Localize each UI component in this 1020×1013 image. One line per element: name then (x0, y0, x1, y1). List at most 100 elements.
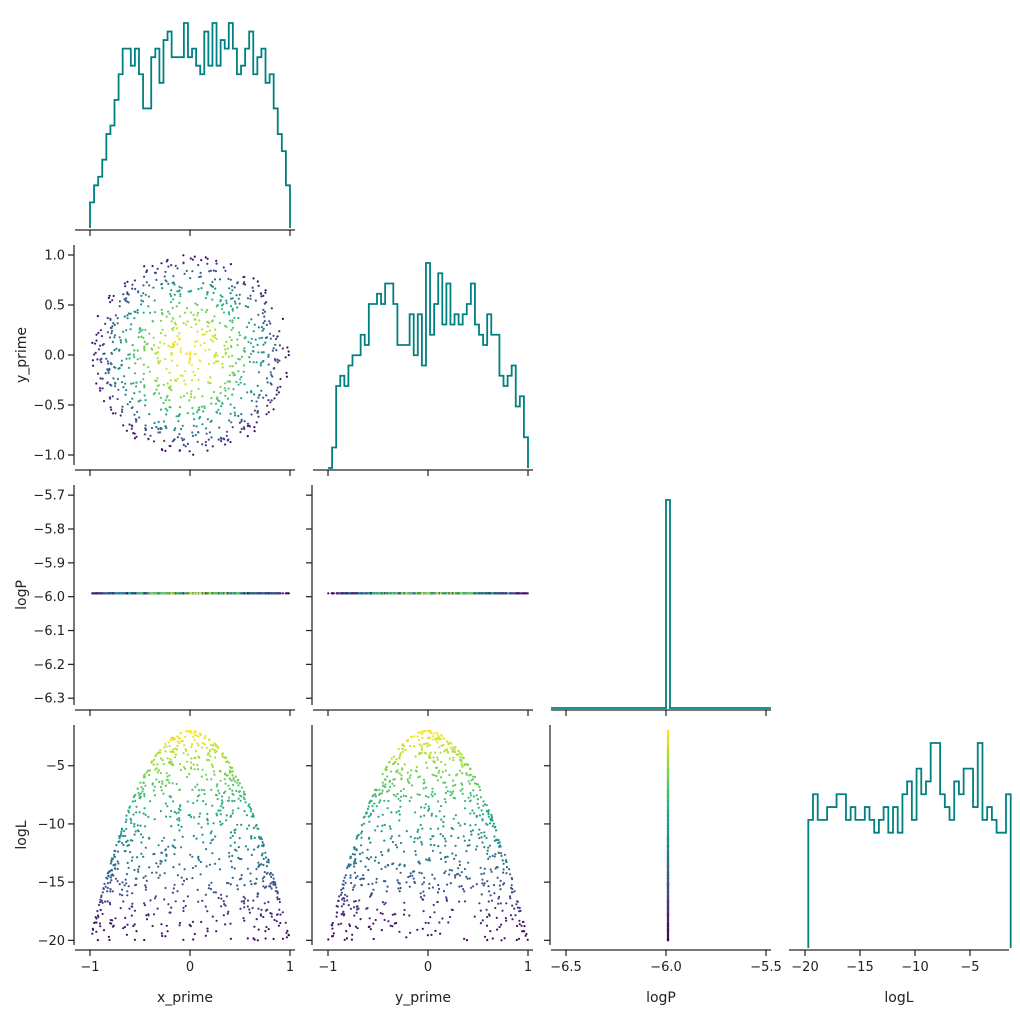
scatter-point (206, 910, 209, 913)
scatter-point (285, 592, 288, 595)
scatter-point (222, 914, 225, 917)
scatter-point (417, 828, 420, 831)
scatter-point (200, 405, 203, 408)
scatter-point (427, 736, 430, 740)
scatter-point (257, 844, 260, 848)
scatter-point (470, 833, 473, 836)
scatter-point (197, 387, 200, 391)
scatter-point (178, 742, 181, 745)
scatter-point (251, 906, 254, 910)
scatter-point (93, 342, 97, 345)
scatter-point (109, 890, 112, 893)
scatter-point (223, 344, 226, 347)
scatter-point (457, 867, 460, 870)
scatter-point (458, 752, 462, 755)
scatter-point (423, 814, 426, 817)
scatter-point (219, 809, 222, 812)
scatter-point (133, 592, 136, 595)
scatter-point (116, 860, 119, 863)
scatter-point (233, 829, 236, 832)
scatter-point (106, 360, 109, 363)
scatter-point (169, 293, 172, 296)
scatter-point (123, 282, 126, 285)
scatter-point (129, 312, 132, 315)
scatter-point (144, 592, 147, 595)
scatter-point (362, 877, 365, 880)
scatter-point (173, 429, 176, 432)
scatter-point (139, 792, 142, 795)
scatter-point (452, 817, 455, 820)
scatter-point (465, 773, 468, 776)
scatter-point (159, 749, 162, 752)
scatter-point (136, 410, 139, 413)
scatter-point (248, 356, 251, 359)
scatter-point (229, 592, 232, 595)
scatter-point (349, 874, 352, 877)
scatter-point (374, 788, 377, 791)
scatter-point (152, 440, 156, 443)
scatter-point (242, 364, 246, 367)
scatter-point (176, 740, 179, 743)
scatter-point (420, 841, 423, 844)
scatter-point (209, 338, 213, 341)
scatter-point (223, 903, 226, 906)
scatter-point (252, 814, 255, 817)
scatter-point (427, 805, 430, 808)
scatter-point (215, 337, 218, 340)
scatter-point (479, 796, 482, 799)
scatter-point (183, 379, 186, 382)
scatter-point (242, 793, 246, 796)
scatter-point (396, 879, 399, 882)
scatter-point (229, 922, 232, 925)
scatter-point (227, 311, 230, 314)
scatter-point (398, 864, 401, 867)
scatter-point (388, 825, 391, 828)
scatter-point (499, 902, 502, 905)
scatter-point (264, 341, 267, 344)
scatter-point (204, 440, 207, 444)
scatter-point (443, 815, 446, 818)
scatter-point (450, 746, 453, 750)
scatter-point (287, 350, 290, 353)
scatter-point (434, 738, 437, 742)
scatter-point (457, 592, 460, 595)
scatter-point (143, 904, 146, 907)
scatter-point (196, 340, 199, 343)
scatter-point (208, 329, 211, 332)
scatter-point (153, 818, 156, 821)
scatter-point (354, 876, 357, 880)
scatter-point (133, 909, 136, 912)
scatter-point (496, 876, 499, 879)
scatter-point (448, 868, 451, 872)
scatter-point (162, 420, 166, 423)
scatter-point (269, 872, 272, 875)
scatter-point (193, 730, 196, 733)
scatter-point (174, 592, 177, 595)
scatter-point (233, 799, 236, 803)
scatter-point (253, 393, 256, 396)
scatter-point (501, 859, 504, 862)
scatter-point (164, 750, 167, 753)
scatter-point (209, 269, 212, 272)
scatter-point (122, 843, 125, 847)
scatter-point (421, 737, 424, 740)
scatter-point (410, 592, 413, 595)
scatter-point (140, 786, 143, 789)
scatter-point (469, 592, 472, 595)
scatter-point (189, 277, 192, 280)
scatter-point (164, 784, 167, 787)
scatter-point (261, 841, 264, 844)
scatter-point (213, 315, 216, 318)
scatter-point (221, 366, 224, 369)
scatter-point (520, 924, 523, 927)
hist-logP (551, 499, 771, 709)
scatter-point (152, 763, 155, 766)
scatter-point (262, 880, 265, 883)
scatter-point (483, 803, 487, 806)
scatter-point (259, 913, 262, 916)
scatter-point (122, 293, 125, 296)
scatter-point (414, 811, 417, 814)
scatter-point (144, 784, 147, 787)
scatter-point (99, 358, 102, 361)
scatter-point (267, 353, 270, 356)
